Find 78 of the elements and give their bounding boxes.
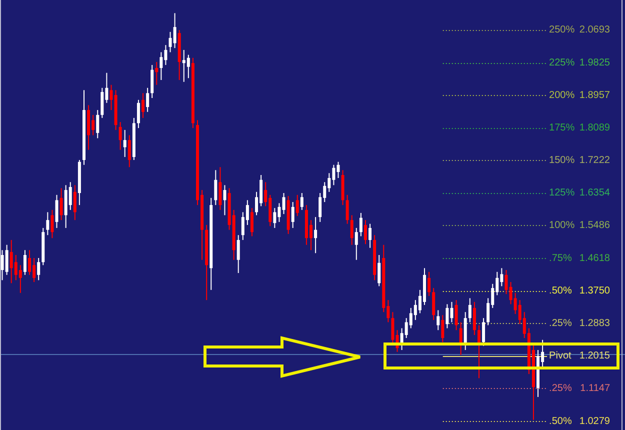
annotation: 125% <box>549 188 575 199</box>
annotation: .75% <box>549 252 572 264</box>
candlestick <box>368 223 372 248</box>
candlestick <box>282 192 286 215</box>
candlestick <box>160 52 163 80</box>
candlestick <box>23 250 26 276</box>
y-tick-label: 1.1147 <box>580 383 610 394</box>
candlestick <box>214 170 218 206</box>
annotation: 200% <box>549 90 575 101</box>
candlestick <box>504 270 508 295</box>
candlestick <box>250 208 254 237</box>
candlestick <box>291 202 294 228</box>
annotation: .50% <box>549 285 572 296</box>
candlestick <box>73 184 76 221</box>
candlestick <box>146 87 150 112</box>
candlestick <box>55 194 58 228</box>
candlestick <box>441 314 444 343</box>
y-tick-label: 1.7222 <box>579 155 610 166</box>
candlestick <box>123 129 126 158</box>
candlestick <box>37 258 40 281</box>
candlestick <box>173 12 176 49</box>
candlestick <box>28 250 32 276</box>
candlestick <box>223 184 226 216</box>
y-tick-label: 1.8957 <box>579 90 610 101</box>
candlestick <box>354 227 358 260</box>
candlestick <box>136 99 140 129</box>
y-tick-label: 1.6354 <box>579 188 610 199</box>
candlestick <box>118 122 122 150</box>
candlestick <box>364 220 367 245</box>
y-tick-label: 1.4618 <box>579 252 610 264</box>
candlestick <box>436 310 440 331</box>
candlestick <box>60 188 63 221</box>
y-tick-label: 1.2015 <box>579 350 610 362</box>
candlestick <box>446 304 449 329</box>
annotation: 150% <box>549 155 575 166</box>
y-tick-label: 2.0693 <box>579 24 610 36</box>
candlestick <box>50 209 54 239</box>
candlestick <box>142 92 145 118</box>
candlestick <box>110 84 113 111</box>
candlestick <box>218 166 222 210</box>
candlestick <box>155 61 158 86</box>
candlestick <box>428 271 431 296</box>
candlestick <box>300 192 304 210</box>
candlestick <box>314 216 318 254</box>
candlestick <box>46 212 50 236</box>
candlestick <box>150 64 154 99</box>
candlestick <box>359 212 362 237</box>
annotation: 250% <box>549 24 575 36</box>
annotation: 225% <box>549 57 575 68</box>
candlestick <box>296 194 299 216</box>
y-tick-label: 1.2883 <box>579 318 610 329</box>
candlestick <box>432 288 436 320</box>
candlestick <box>236 234 240 274</box>
candlestick <box>482 318 486 346</box>
y-tick-label: 1.3750 <box>579 285 610 296</box>
candlestick <box>100 87 104 118</box>
candlestick <box>468 298 472 323</box>
annotation: .25% <box>549 318 572 329</box>
candlestick <box>273 208 276 228</box>
candlestick <box>186 54 190 79</box>
candlestick <box>346 194 349 224</box>
candlestick <box>472 301 476 336</box>
ref-line-label: Pivot <box>549 350 572 362</box>
annotation: 100% <box>549 220 575 232</box>
candlestick <box>96 110 100 139</box>
annotation: .50% <box>549 416 572 427</box>
candlestick <box>454 300 458 331</box>
candlestick <box>350 214 354 246</box>
candlestick <box>378 254 381 287</box>
y-tick-label: 1.9825 <box>579 57 610 68</box>
annotation: 175% <box>549 122 575 134</box>
y-tick-label: 1.0279 <box>579 416 610 427</box>
y-tick-label: 1.8089 <box>579 122 610 134</box>
annotation: .25% <box>549 383 572 394</box>
y-tick-label: 1.5486 <box>579 220 610 232</box>
candlestick <box>5 244 8 276</box>
candlestick <box>128 134 131 168</box>
candlestick <box>18 264 22 294</box>
